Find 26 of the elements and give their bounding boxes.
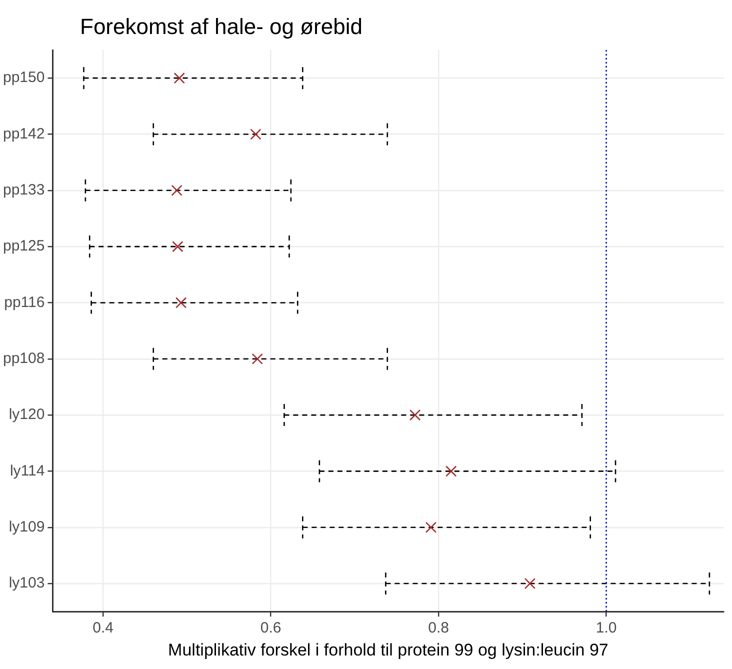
point — [174, 72, 185, 84]
y-tick-label: pp125 — [2, 238, 45, 255]
point — [250, 128, 262, 140]
chart-title: Forekomst af hale- og ørebid — [80, 14, 362, 40]
point — [524, 578, 536, 590]
y-tick-label: ly109 — [8, 518, 45, 536]
y-tick-label: ly114 — [10, 462, 45, 480]
x-tick-label: 0.8 — [428, 620, 449, 637]
point — [172, 240, 184, 252]
point — [409, 409, 421, 421]
y-tick-label: ly103 — [8, 574, 45, 592]
point — [446, 466, 457, 477]
y-tick-label: pp142 — [2, 125, 45, 142]
point — [175, 297, 187, 308]
y-tick-label: ly120 — [8, 406, 45, 424]
x-tick-label: 1.0 — [596, 620, 617, 637]
y-tick-label: pp108 — [2, 350, 45, 368]
x-tick-label: 0.6 — [260, 620, 282, 637]
point — [171, 184, 182, 196]
x-tick-label: 0.4 — [92, 620, 114, 637]
y-tick-label: pp150 — [2, 69, 45, 86]
point — [252, 353, 263, 364]
y-tick-label: pp133 — [2, 182, 45, 199]
point — [425, 522, 437, 533]
y-tick-label: pp116 — [4, 294, 45, 311]
x-axis-title: Multiplikativ forskel i forhold til protein 99 og lysin:leucin 97 — [168, 640, 608, 660]
